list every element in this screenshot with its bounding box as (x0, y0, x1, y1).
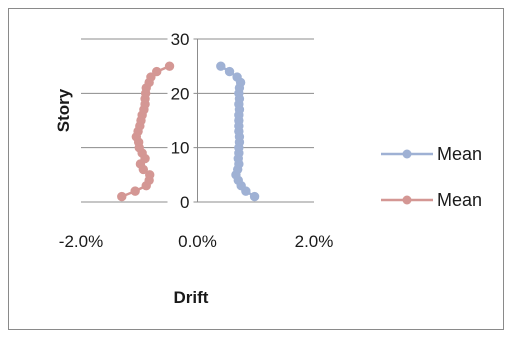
data-point (164, 61, 175, 71)
y-tick-label-bg (167, 138, 194, 157)
y-tick-label-bg (167, 30, 194, 48)
x-tick-label: 2.0% (295, 232, 334, 251)
data-point (249, 191, 260, 202)
x-tick-label: -2.0% (59, 232, 103, 251)
legend-marker-0 (402, 149, 412, 159)
data-point (145, 170, 155, 180)
y-tick-label-bg (167, 193, 194, 211)
y-tick-label: 0 (180, 193, 189, 212)
chart-plot: 0 10 20 30 -2.0% 0.0% 2.0% Drift Story Mean Mean (54, 30, 482, 307)
data-point (232, 72, 242, 82)
x-axis-title: Drift (174, 288, 209, 307)
x-tick-label: 0.0% (178, 232, 217, 251)
y-axis-title: Story (54, 88, 73, 132)
chart-frame: 0 10 20 30 -2.0% 0.0% 2.0% Drift Story Mean Mean (8, 8, 504, 330)
y-tick-label: 20 (171, 84, 190, 103)
y-tick-label: 10 (171, 139, 190, 158)
y-tick-label-bg (167, 84, 194, 103)
data-point (216, 61, 226, 71)
data-point (130, 186, 140, 196)
legend-marker-1 (402, 195, 412, 205)
y-tick-label: 30 (171, 30, 190, 49)
data-point (152, 66, 162, 77)
data-point (224, 66, 235, 77)
data-point (117, 191, 127, 202)
data-point (146, 72, 156, 82)
legend-label-1: Mean (437, 190, 482, 210)
legend-label-0: Mean (437, 144, 482, 164)
